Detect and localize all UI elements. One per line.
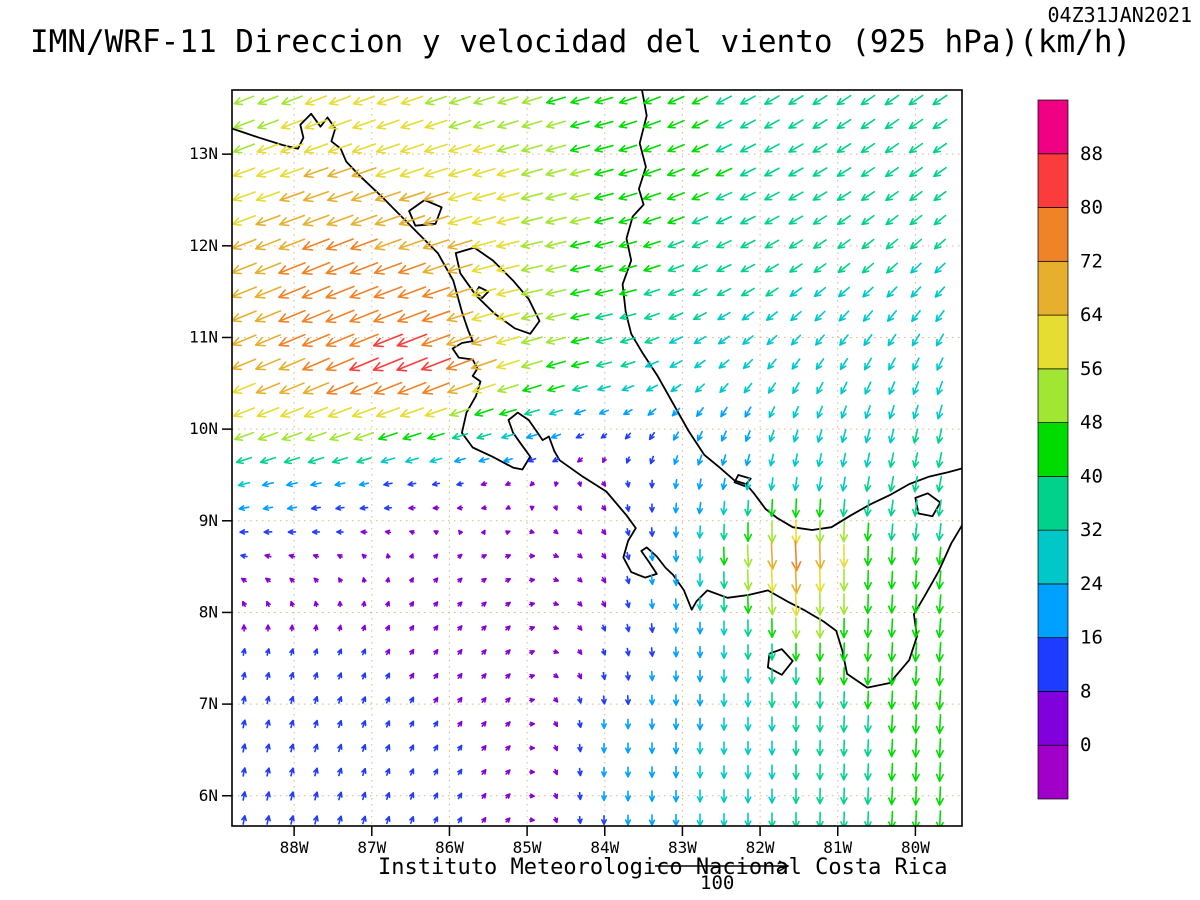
svg-text:12N: 12N	[189, 236, 218, 255]
svg-text:88W: 88W	[280, 838, 309, 857]
run-datetime: 04Z31JAN2021	[1047, 3, 1193, 27]
svg-text:83W: 83W	[668, 838, 697, 857]
colorbar	[1037, 99, 1069, 800]
svg-text:8: 8	[1080, 680, 1091, 702]
wind-arrows-layer	[232, 94, 948, 826]
plot-frame	[231, 89, 963, 827]
graticule	[232, 90, 962, 826]
svg-text:48: 48	[1080, 412, 1103, 434]
colorbar-labels: 0 8 16 24 32 40 48 56 64 72 80 88	[1080, 143, 1103, 756]
svg-text:86W: 86W	[435, 838, 464, 857]
svg-text:0: 0	[1080, 734, 1091, 756]
svg-text:24: 24	[1080, 573, 1103, 595]
svg-text:82W: 82W	[746, 838, 775, 857]
svg-text:81W: 81W	[823, 838, 852, 857]
svg-text:7N: 7N	[199, 694, 218, 713]
svg-text:11N: 11N	[189, 327, 218, 346]
svg-text:40: 40	[1080, 465, 1103, 487]
svg-text:72: 72	[1080, 250, 1103, 272]
footer-caption: Instituto Meteorologico Nacional Costa R…	[378, 855, 948, 880]
reference-vector-arrow	[655, 860, 790, 872]
reference-vector-value: 100	[700, 872, 735, 894]
svg-text:8N: 8N	[199, 602, 218, 621]
svg-text:64: 64	[1080, 304, 1103, 326]
chart-title: IMN/WRF-11 Direccion y velocidad del vie…	[30, 24, 1132, 60]
axis-labels: 13N 12N 11N 10N 9N 8N 7N 6N 88W 87W 86W 85W 84W 83W 82…	[189, 144, 930, 857]
svg-text:80W: 80W	[901, 838, 930, 857]
svg-text:88: 88	[1080, 143, 1103, 165]
svg-text:87W: 87W	[357, 838, 386, 857]
svg-text:56: 56	[1080, 358, 1103, 380]
svg-text:6N: 6N	[199, 786, 218, 805]
svg-text:80: 80	[1080, 197, 1103, 219]
svg-text:85W: 85W	[513, 838, 542, 857]
svg-text:9N: 9N	[199, 511, 218, 530]
svg-text:16: 16	[1080, 627, 1103, 649]
svg-text:13N: 13N	[189, 144, 218, 163]
svg-text:10N: 10N	[189, 419, 218, 438]
coastline-layer	[232, 90, 962, 689]
svg-text:84W: 84W	[590, 838, 619, 857]
svg-text:32: 32	[1080, 519, 1103, 541]
